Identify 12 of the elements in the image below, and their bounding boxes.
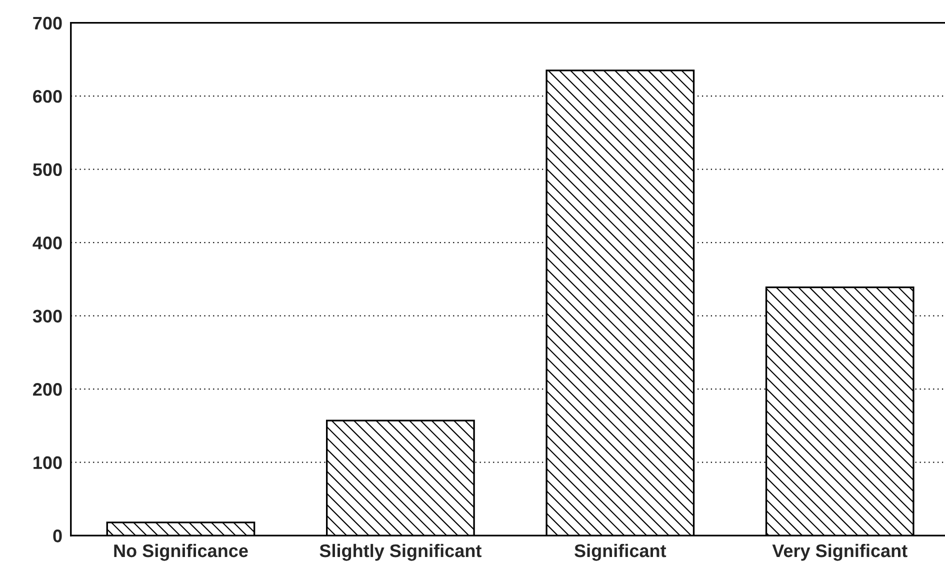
y-tick-label: 0: [53, 530, 62, 542]
x-tick-label: No Significance: [114, 544, 248, 561]
y-tick-label: 200: [33, 383, 62, 396]
y-tick-label: 700: [33, 16, 62, 30]
y-tick-label: 500: [32, 163, 62, 176]
y-tick-label: 400: [32, 236, 62, 250]
y-tick-label: 600: [33, 90, 62, 103]
y-tick-label: 100: [34, 456, 62, 470]
x-tick-label: Very Significant: [772, 544, 908, 561]
x-tick-label: Slightly Significant: [320, 544, 482, 561]
x-tick-label: Significant: [574, 544, 666, 561]
y-tick-label: 300: [32, 310, 62, 323]
